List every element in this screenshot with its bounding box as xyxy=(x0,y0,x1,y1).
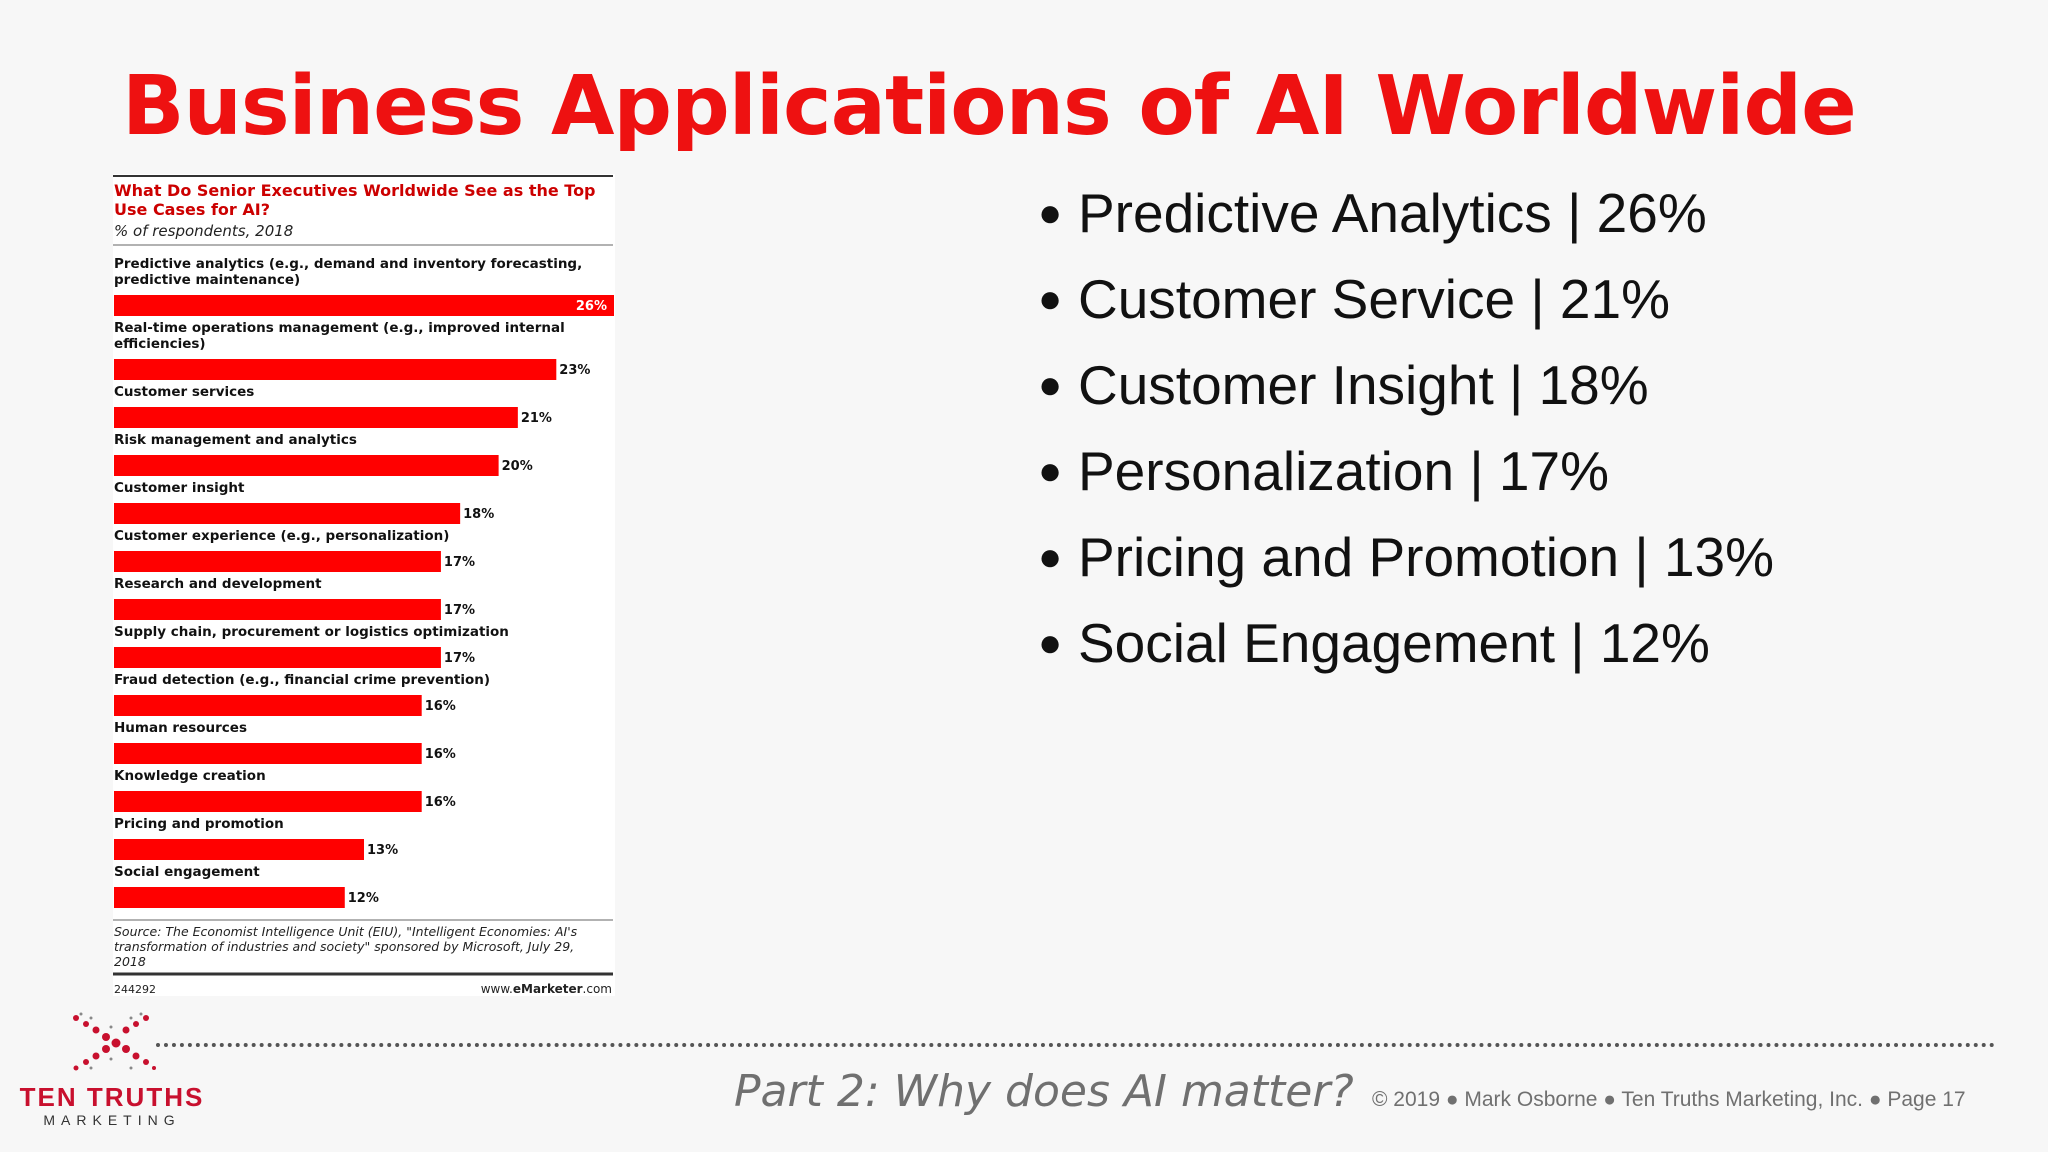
bar-category-label: Research and development xyxy=(114,576,322,592)
bar-value-label: 16% xyxy=(425,699,456,714)
bullet-item: ● Pricing and Promotion | 13% xyxy=(1036,514,1774,600)
bar-category-label: Customer insight xyxy=(114,480,245,496)
chart-title: Use Cases for AI? xyxy=(114,200,270,219)
bar-category-label: predictive maintenance) xyxy=(114,272,300,288)
bullet-icon: ● xyxy=(1038,535,1063,579)
bar xyxy=(114,743,422,764)
bar-value-label: 16% xyxy=(425,795,456,810)
footer-divider xyxy=(156,1043,1996,1047)
bar-chart: What Do Senior Executives Worldwide See … xyxy=(113,175,614,996)
bar-category-label: Predictive analytics (e.g., demand and i… xyxy=(114,256,582,272)
bar-category-label: Human resources xyxy=(114,720,247,736)
bar-value-label: 13% xyxy=(367,843,398,858)
bullet-item: ● Social Engagement | 12% xyxy=(1036,600,1774,686)
bullet-item: ● Personalization | 17% xyxy=(1036,428,1774,514)
chart-panel: What Do Senior Executives Worldwide See … xyxy=(113,174,615,996)
chart-credit: www.eMarketer.com xyxy=(481,982,612,996)
logo-subtitle: MARKETING xyxy=(43,1112,181,1128)
chart-source: Source: The Economist Intelligence Unit … xyxy=(114,924,578,939)
logo-name: TEN TRUTHS xyxy=(19,1082,205,1112)
bar xyxy=(114,295,614,316)
bar xyxy=(114,647,441,668)
bar-category-label: Social engagement xyxy=(114,864,260,880)
bar-value-label: 23% xyxy=(559,363,590,378)
bar-value-label: 17% xyxy=(444,603,475,618)
chart-credit-part: www. xyxy=(481,982,513,996)
bar xyxy=(114,839,364,860)
bar-value-label: 18% xyxy=(463,507,494,522)
company-logo: TEN TRUTHS MARKETING xyxy=(14,1012,210,1128)
bar-category-label: Customer experience (e.g., personalizati… xyxy=(114,528,449,544)
bar-category-label: Fraud detection (e.g., financial crime p… xyxy=(114,672,490,688)
bar-category-label: Risk management and analytics xyxy=(114,432,357,448)
chart-subtitle: % of respondents, 2018 xyxy=(114,222,293,240)
bullet-text: Customer Service | 21% xyxy=(1078,268,1671,330)
chart-title: What Do Senior Executives Worldwide See … xyxy=(114,181,596,200)
bullet-item: ● Customer Insight | 18% xyxy=(1036,342,1774,428)
bullet-text: Predictive Analytics | 26% xyxy=(1078,182,1707,244)
bar-value-label: 17% xyxy=(444,651,475,666)
bullet-icon: ● xyxy=(1038,191,1063,235)
bar-value-label: 16% xyxy=(425,747,456,762)
bullet-icon: ● xyxy=(1038,621,1063,665)
bar-value-label: 20% xyxy=(502,459,533,474)
bar-value-label: 17% xyxy=(444,555,475,570)
bar-category-label: Pricing and promotion xyxy=(114,816,284,832)
logo-x-icon xyxy=(73,1012,156,1071)
bullet-icon: ● xyxy=(1038,363,1063,407)
chart-credit-part: .com xyxy=(583,982,612,996)
chart-credit-part: eMarketer xyxy=(513,982,583,996)
bullet-icon: ● xyxy=(1038,449,1063,493)
bar-category-label: efficiencies) xyxy=(114,336,206,352)
bar-value-label: 26% xyxy=(576,299,607,314)
bullet-list: ● Predictive Analytics | 26% ● Customer Se… xyxy=(1036,170,1774,686)
bar xyxy=(114,359,557,380)
bar-category-label: Knowledge creation xyxy=(114,768,266,784)
bullet-text: Social Engagement | 12% xyxy=(1078,612,1710,674)
chart-source: 2018 xyxy=(114,954,146,969)
footer-copyright: © 2019 ● Mark Osborne ● Ten Truths Marke… xyxy=(1372,1088,1966,1111)
bar xyxy=(114,551,441,572)
bullet-text: Pricing and Promotion | 13% xyxy=(1078,526,1775,588)
footer-subtitle: Part 2: Why does AI matter? xyxy=(734,1066,1354,1117)
bar xyxy=(114,407,518,428)
bullet-icon: ● xyxy=(1038,277,1063,321)
chart-source: transformation of industries and society… xyxy=(114,939,574,954)
bullet-text: Customer Insight | 18% xyxy=(1078,354,1649,416)
bar xyxy=(114,455,499,476)
bar xyxy=(114,503,461,524)
bar xyxy=(114,695,422,716)
slide-title: Business Applications of AI Worldwide xyxy=(122,59,1857,154)
bar-category-label: Real-time operations management (e.g., i… xyxy=(114,320,565,336)
bullet-item: ● Predictive Analytics | 26% xyxy=(1036,170,1774,256)
bar xyxy=(114,791,422,812)
bullet-item: ● Customer Service | 21% xyxy=(1036,256,1774,342)
bullet-text: Personalization | 17% xyxy=(1078,440,1609,502)
bar-value-label: 12% xyxy=(348,891,379,906)
bar xyxy=(114,887,345,908)
bar-category-label: Supply chain, procurement or logistics o… xyxy=(114,624,509,640)
bar-category-label: Customer services xyxy=(114,384,254,400)
bar-value-label: 21% xyxy=(521,411,552,426)
chart-id: 244292 xyxy=(114,983,156,996)
bar xyxy=(114,599,441,620)
